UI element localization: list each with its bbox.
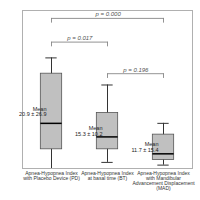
svg-text:Apnea-Hypopnea Indexat basal t: Apnea-Hypopnea Indexat basal time (BT)	[81, 170, 134, 181]
svg-text:Apnea-Hypopnea Indexwith Place: Apnea-Hypopnea Indexwith Placebo Device …	[23, 170, 80, 181]
svg-text:Mean11.7 ± 15.4: Mean11.7 ± 15.4	[131, 141, 158, 153]
svg-text:Mean15.3 ± 10.2: Mean15.3 ± 10.2	[75, 125, 102, 136]
svg-text:p = 0.196: p = 0.196	[122, 67, 149, 73]
svg-text:Mean20.9 ± 26.9: Mean20.9 ± 26.9	[19, 106, 46, 118]
svg-text:Apnea-Hypopnea Indexwith Mandi: Apnea-Hypopnea Indexwith MandibularAdvan…	[132, 170, 195, 191]
svg-text:p = 0.000: p = 0.000	[95, 11, 122, 17]
svg-text:p = 0.017: p = 0.017	[66, 35, 93, 41]
